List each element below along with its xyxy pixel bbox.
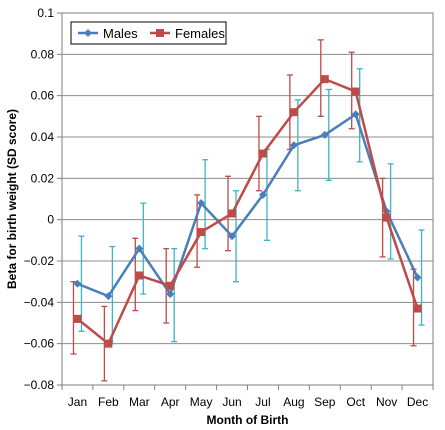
data-point (73, 314, 82, 323)
legend-marker (84, 29, 92, 37)
data-point (320, 75, 329, 84)
y-tick-label: 0.08 (31, 47, 55, 61)
x-tick-label: Jan (68, 395, 87, 409)
data-point (289, 141, 298, 150)
x-tick-label: Dec (407, 395, 428, 409)
data-point (320, 130, 329, 139)
y-tick-label: 0 (47, 213, 54, 227)
data-point (258, 190, 267, 199)
males-line (76, 113, 419, 298)
data-point (289, 108, 298, 117)
data-point (104, 339, 113, 348)
data-point (104, 292, 113, 301)
y-tick-label: 0.04 (31, 130, 55, 144)
y-tick-label: −0.08 (24, 378, 55, 392)
data-point (351, 87, 360, 96)
x-axis-title: Month of Birth (207, 413, 289, 427)
data-point (413, 304, 422, 313)
data-point (197, 228, 206, 237)
series-layer (70, 39, 425, 382)
data-point (166, 281, 175, 290)
x-tick-label: Oct (346, 395, 365, 409)
legend-label: Males (103, 26, 138, 41)
data-point (166, 290, 175, 299)
plot-area (61, 12, 434, 386)
data-point (197, 199, 206, 208)
x-tick-label: Sep (314, 395, 336, 409)
x-tick-label: Feb (98, 395, 119, 409)
legend-box (70, 21, 227, 45)
x-tick-label: Mar (129, 395, 150, 409)
gridlines (62, 53, 433, 345)
data-point (228, 209, 237, 218)
y-tick-label: 0.1 (37, 6, 54, 20)
x-tick-label: Jun (222, 395, 241, 409)
females-line (76, 77, 419, 345)
y-tick-label: −0.06 (24, 337, 55, 351)
females-series (73, 75, 422, 348)
data-point (135, 271, 144, 280)
x-axis-ticks: Jan Feb Mar Apr May Jun Jul Aug Sep Oct Nov Dec (61, 385, 434, 409)
legend-marker (156, 29, 164, 37)
data-point (413, 273, 422, 282)
data-point (351, 110, 360, 119)
females-error-bars (70, 39, 417, 382)
legend: Males Females (70, 21, 227, 45)
x-tick-label: Aug (283, 395, 304, 409)
data-point (73, 279, 82, 288)
legend-label: Females (175, 26, 225, 41)
x-tick-label: Apr (161, 395, 180, 409)
data-point (228, 232, 237, 241)
y-tick-label: −0.02 (24, 254, 55, 268)
y-axis-title: Beta for birth weight (SD score) (5, 109, 19, 289)
x-tick-label: May (190, 395, 213, 409)
males-series (73, 110, 422, 301)
data-point (382, 213, 391, 222)
y-tick-label: −0.04 (24, 295, 55, 309)
y-axis-ticks: −0.08 −0.06 −0.04 −0.02 0 0.02 0.04 0.06 0.08 0.1 (24, 6, 62, 392)
x-tick-label: Nov (376, 395, 397, 409)
x-tick-label: Jul (255, 395, 270, 409)
data-point (135, 244, 144, 253)
y-tick-label: 0.02 (31, 171, 55, 185)
data-point (258, 149, 267, 158)
y-tick-label: 0.06 (31, 89, 55, 103)
